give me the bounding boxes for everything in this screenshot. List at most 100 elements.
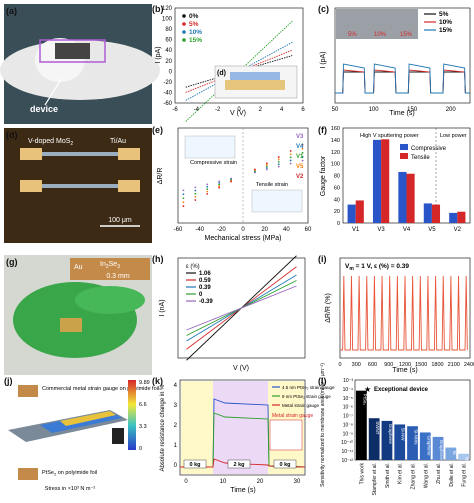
chart-i-ylabel: ΔR/R (%) bbox=[325, 293, 332, 323]
material-label-d: V-doped MoS2 bbox=[28, 138, 73, 147]
chart-i-annotation: Vm = 1 V, ε (%) = 0.39 bbox=[345, 263, 409, 272]
chart-e-xtick: -60 bbox=[174, 227, 183, 233]
chart-k-load-box bbox=[273, 459, 297, 469]
chart-f-xtick: V5 bbox=[428, 227, 436, 233]
chart-e-point bbox=[218, 183, 221, 186]
chart-e-point bbox=[182, 197, 185, 200]
chart-c-xtick: 200 bbox=[446, 107, 457, 113]
chart-k-xtick: 30 bbox=[294, 479, 301, 485]
chart-k-ytick: 0 bbox=[174, 463, 178, 469]
chart-k-xtick: 10 bbox=[220, 479, 227, 485]
chart-l-ytick: 10⁻⁵ bbox=[343, 396, 353, 402]
chart-k-load-box bbox=[227, 459, 251, 469]
chart-e-point bbox=[254, 168, 256, 171]
chart-h-legend-title: ε (%) bbox=[186, 264, 200, 270]
chart-e-point bbox=[218, 182, 221, 184]
chart-e-point bbox=[277, 158, 280, 161]
chart-f-xtick: V3 bbox=[377, 227, 385, 233]
chart-f-bar bbox=[347, 204, 356, 223]
chart-c-ylabel: I (pA) bbox=[320, 51, 327, 68]
chart-f-xtick: V4 bbox=[403, 227, 411, 233]
chart-f-ytick: 140 bbox=[331, 138, 340, 144]
chart-h-frame bbox=[177, 257, 306, 359]
chart-h-xlabel: V (V) bbox=[233, 365, 249, 372]
chart-h-series-line bbox=[186, 285, 297, 331]
chart-h-legend-label: 0 bbox=[199, 292, 203, 298]
chart-b-ytick: -60 bbox=[163, 101, 172, 107]
chart-i-xtick: 2400 bbox=[464, 362, 474, 368]
chart-e-point bbox=[206, 190, 209, 193]
chart-l-xtick: Zhu et al. bbox=[436, 463, 442, 484]
panel-label-a: (a) bbox=[6, 6, 17, 16]
chart-f-ytick: 0 bbox=[337, 221, 340, 227]
chart-c-photo-label: 15% bbox=[400, 32, 413, 38]
chart-c-series-line bbox=[335, 63, 470, 94]
chart-b-legend: 0%5%10%15% bbox=[182, 13, 202, 44]
chart-e-point bbox=[277, 160, 280, 163]
chart-e-legend-label: V2 bbox=[296, 174, 304, 180]
colorbar-j-tick: 0 bbox=[139, 446, 142, 452]
chart-f-ylabel: Gauge factor bbox=[320, 155, 327, 196]
chart-i-series-line bbox=[340, 275, 468, 351]
j-ptse2-label: PtSe2 on polyimide foil bbox=[42, 470, 97, 477]
chart-e-point bbox=[194, 189, 197, 192]
chart-l-ytick: 10⁻⁹ bbox=[343, 431, 353, 437]
chart-e-point bbox=[277, 156, 280, 158]
chart-e-point bbox=[289, 162, 292, 165]
chart-l-bar-label: SWNT bbox=[375, 421, 380, 434]
chart-b-legend-marker bbox=[182, 14, 186, 18]
panel-e: (e) -60 -40 -20 0 20 40 60 Compressive strain … bbox=[152, 125, 312, 242]
chart-l-bar-label: Graphene bbox=[388, 424, 393, 445]
chart-k-ytick: 1 bbox=[174, 443, 178, 449]
chart-b-ytick: 40 bbox=[165, 48, 172, 54]
panel-label-g: (g) bbox=[6, 257, 18, 267]
chart-e-point bbox=[265, 165, 268, 168]
panel-label-f: (f) bbox=[318, 125, 327, 135]
chart-c-legend-label: 5% bbox=[439, 11, 449, 18]
chart-b-xtick: 2 bbox=[259, 107, 263, 113]
panel-label-e: (e) bbox=[152, 125, 163, 135]
chart-i-frame bbox=[339, 257, 471, 359]
chart-l-xtick: Zhang et al. bbox=[411, 463, 417, 489]
chart-b-xtick: -6 bbox=[172, 107, 178, 113]
chart-e-point bbox=[182, 189, 185, 192]
chart-e-point bbox=[301, 159, 304, 162]
chart-e-point bbox=[289, 153, 292, 156]
chart-e-point bbox=[194, 192, 197, 195]
chart-l-bar bbox=[394, 424, 406, 460]
chart-e-xlabel: Mechanical stress (MPa) bbox=[204, 235, 281, 242]
chart-k-legend-label: Metal strain gauge bbox=[282, 403, 320, 408]
chart-h-legend-label: 0.39 bbox=[199, 285, 211, 291]
material-label-g: In2Se3 bbox=[100, 261, 120, 270]
chart-b-ytick: 120 bbox=[162, 6, 173, 12]
chart-e-ylabel: ΔR/R bbox=[157, 168, 164, 185]
chart-l-ytick: 10⁻⁴ bbox=[343, 387, 353, 393]
panel-label-b: (b) bbox=[152, 4, 164, 14]
chart-b-xtick: -2 bbox=[215, 107, 221, 113]
j-commercial-label: Commercial metal strain gauge on polyimi… bbox=[42, 386, 159, 392]
device-patch bbox=[55, 43, 90, 59]
chart-l-xtick: This work bbox=[359, 463, 365, 485]
chart-l-bar bbox=[458, 453, 469, 460]
chart-k-inset-title: Metal strain gauge bbox=[272, 413, 313, 419]
chart-i-xtick: 900 bbox=[384, 362, 393, 368]
chart-f-ytick: 40 bbox=[334, 197, 340, 203]
chart-e-point bbox=[301, 155, 304, 158]
chart-k-frame bbox=[179, 379, 306, 476]
chart-l-ytick: 10⁻⁶ bbox=[343, 405, 353, 411]
panel-l: (l) ★ Exceptional device 10⁻³10⁻⁴10⁻⁵10⁻… bbox=[318, 363, 471, 496]
chart-c-frame bbox=[334, 7, 471, 104]
chart-f-ytick: 100 bbox=[331, 162, 340, 168]
chart-l-bar-label: Graphene bbox=[439, 440, 444, 461]
colorbar-j-tick: 6.6 bbox=[139, 402, 147, 408]
chart-b-xtick: 6 bbox=[301, 107, 305, 113]
chart-k-load-label: 0 kg bbox=[279, 462, 290, 468]
chart-b-frame bbox=[174, 7, 304, 104]
chart-l-ytick: 10⁻¹² bbox=[341, 458, 353, 464]
chart-i-xtick: 1200 bbox=[399, 362, 411, 368]
chart-e-point bbox=[289, 156, 292, 159]
scalebar-d-label: 100 μm bbox=[108, 217, 132, 224]
chart-l-plot: 10⁻³ 10⁻⁴ 10⁻⁵ 10⁻⁶ 10⁻⁷ 10⁻⁸ 10⁻⁹ 10⁻¹⁰ 10⁻¹¹ 10… bbox=[341, 378, 469, 496]
chart-l-xtick: Smith et al. bbox=[385, 463, 391, 488]
chart-e-point bbox=[265, 162, 268, 165]
